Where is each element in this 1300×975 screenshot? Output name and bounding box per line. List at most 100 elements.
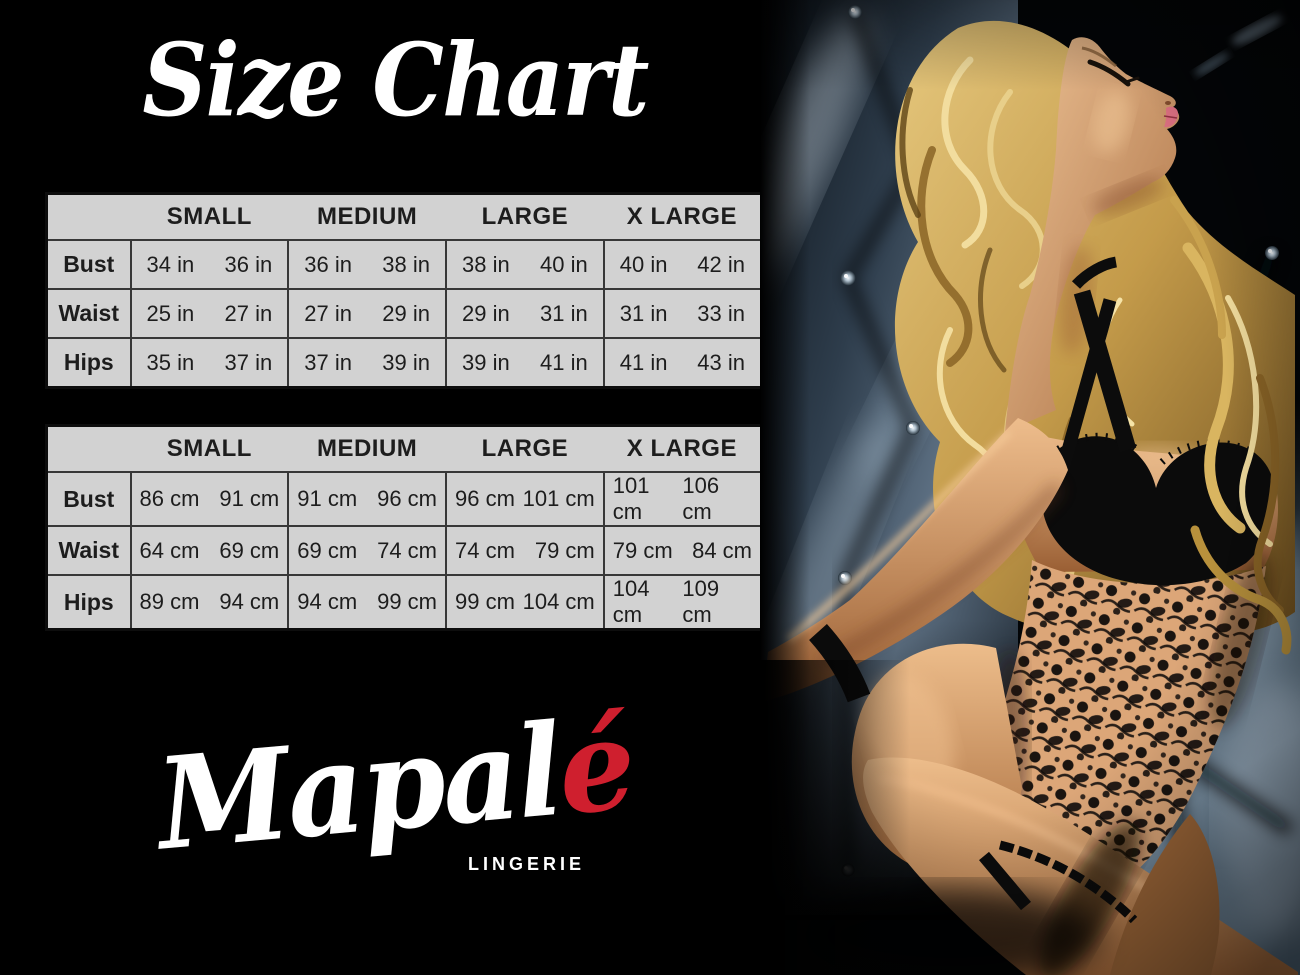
value-min: 69 cm xyxy=(297,537,358,563)
value-max: 101 cm xyxy=(522,486,595,511)
value-min: 40 in xyxy=(619,251,668,277)
table-row: Waist 64 cm 69 cm 69 cm 74 cm 74 cm 79 cm 7… xyxy=(45,525,763,576)
value-max: 37 in xyxy=(224,349,273,375)
size-cell: 35 in 37 in xyxy=(129,337,290,389)
size-cell: 96 cm 101 cm xyxy=(445,471,605,527)
size-header-small: SMALL xyxy=(130,425,289,473)
size-cell: 39 in 41 in xyxy=(445,337,605,389)
value-min: 29 in xyxy=(462,300,510,326)
brand-tagline: LINGERIE xyxy=(467,854,585,874)
value-min: 89 cm xyxy=(139,589,200,614)
value-max: 40 in xyxy=(540,251,588,277)
value-min: 37 in xyxy=(304,349,352,375)
size-cell: 86 cm 91 cm xyxy=(129,471,290,527)
value-max: 109 cm xyxy=(682,576,720,627)
size-cell: 91 cm 96 cm xyxy=(287,471,447,527)
value-min: 31 in xyxy=(619,300,668,326)
value-max: 31 in xyxy=(540,300,588,326)
table-row: Hips 35 in 37 in 37 in 39 in 39 in 41 in 41… xyxy=(45,337,763,389)
brand-name-main: Mapal xyxy=(151,695,566,879)
value-min: 39 in xyxy=(462,349,510,375)
size-cell: 94 cm 99 cm xyxy=(287,574,447,631)
size-cell: 41 in 43 in xyxy=(602,337,763,389)
size-header-large: LARGE xyxy=(446,425,604,473)
size-cell: 69 cm 74 cm xyxy=(287,525,447,576)
size-header-small: SMALL xyxy=(130,193,289,241)
table-row: Waist 25 in 27 in 27 in 29 in 29 in 31 in 3… xyxy=(45,288,763,339)
value-min: 86 cm xyxy=(139,486,200,511)
value-min: 38 in xyxy=(462,251,510,277)
value-min: 104 cm xyxy=(612,576,650,627)
size-cell: 31 in 33 in xyxy=(602,288,763,339)
value-max: 27 in xyxy=(224,300,273,326)
size-cell: 29 in 31 in xyxy=(445,288,605,339)
model-photo-illustration xyxy=(760,0,1300,975)
value-max: 33 in xyxy=(697,300,745,326)
value-min: 35 in xyxy=(146,349,195,375)
value-min: 96 cm xyxy=(455,486,515,511)
value-min: 64 cm xyxy=(139,537,200,563)
table-row: Bust 86 cm 91 cm 91 cm 96 cm 96 cm 101 cm 1… xyxy=(45,471,763,527)
value-max: 104 cm xyxy=(522,589,595,614)
table-corner xyxy=(46,193,131,241)
table-corner xyxy=(46,425,131,473)
size-cell: 40 in 42 in xyxy=(602,239,763,290)
value-max: 84 cm xyxy=(692,537,752,563)
value-min: 74 cm xyxy=(455,537,515,563)
brand-name-accent: é xyxy=(552,689,639,844)
value-max: 43 in xyxy=(697,349,745,375)
value-max: 29 in xyxy=(382,300,430,326)
value-min: 34 in xyxy=(146,251,195,277)
value-max: 106 cm xyxy=(682,473,720,524)
value-max: 69 cm xyxy=(219,537,280,563)
size-cell: 37 in 39 in xyxy=(287,337,447,389)
row-label: Hips xyxy=(45,337,132,389)
row-label: Hips xyxy=(45,574,132,631)
value-min: 25 in xyxy=(146,300,195,326)
size-cell: 27 in 29 in xyxy=(287,288,447,339)
size-cell: 89 cm 94 cm xyxy=(129,574,290,631)
value-max: 99 cm xyxy=(377,589,437,614)
value-max: 36 in xyxy=(224,251,273,277)
value-min: 41 in xyxy=(619,349,668,375)
table-row: Hips 89 cm 94 cm 94 cm 99 cm 99 cm 104 cm 1… xyxy=(45,574,763,631)
size-cell: 104 cm 109 cm xyxy=(602,574,763,631)
row-label: Waist xyxy=(45,525,132,576)
size-cell: 101 cm 106 cm xyxy=(602,471,763,527)
size-header-medium: MEDIUM xyxy=(288,425,446,473)
value-max: 91 cm xyxy=(219,486,280,511)
brand-logo: Mapalé LINGERIE xyxy=(55,690,735,912)
value-max: 41 in xyxy=(540,349,588,375)
value-min: 36 in xyxy=(304,251,352,277)
content-panel: Size Chart SMALL MEDIUM LARGE X LARGE Bu… xyxy=(45,21,763,912)
size-table-inches: SMALL MEDIUM LARGE X LARGE Bust 34 in 36 … xyxy=(45,192,763,389)
size-cell: 99 cm 104 cm xyxy=(445,574,605,631)
value-min: 91 cm xyxy=(297,486,358,511)
size-cell: 74 cm 79 cm xyxy=(445,525,605,576)
value-max: 39 in xyxy=(382,349,430,375)
brand-wordmark: Mapalé xyxy=(67,684,723,885)
size-cell: 25 in 27 in xyxy=(129,288,290,339)
row-label: Bust xyxy=(45,239,132,290)
size-header-xlarge: X LARGE xyxy=(603,425,762,473)
size-table-centimeters: SMALL MEDIUM LARGE X LARGE Bust 86 cm 91 … xyxy=(45,424,763,631)
value-min: 94 cm xyxy=(297,589,358,614)
size-cell: 38 in 40 in xyxy=(445,239,605,290)
size-cell: 79 cm 84 cm xyxy=(602,525,763,576)
value-max: 38 in xyxy=(382,251,430,277)
size-cell: 64 cm 69 cm xyxy=(129,525,290,576)
value-min: 79 cm xyxy=(612,537,673,563)
size-header-medium: MEDIUM xyxy=(288,193,446,241)
model-photo xyxy=(760,0,1300,975)
size-header-xlarge: X LARGE xyxy=(603,193,762,241)
page-title: Size Chart xyxy=(142,21,649,139)
value-max: 94 cm xyxy=(219,589,280,614)
value-min: 27 in xyxy=(304,300,352,326)
value-max: 42 in xyxy=(697,251,745,277)
value-min: 101 cm xyxy=(612,473,650,524)
size-cell: 34 in 36 in xyxy=(129,239,290,290)
value-max: 96 cm xyxy=(377,486,437,511)
table-row: Bust 34 in 36 in 36 in 38 in 38 in 40 in 40… xyxy=(45,239,763,290)
table-header-row: SMALL MEDIUM LARGE X LARGE xyxy=(46,193,762,241)
